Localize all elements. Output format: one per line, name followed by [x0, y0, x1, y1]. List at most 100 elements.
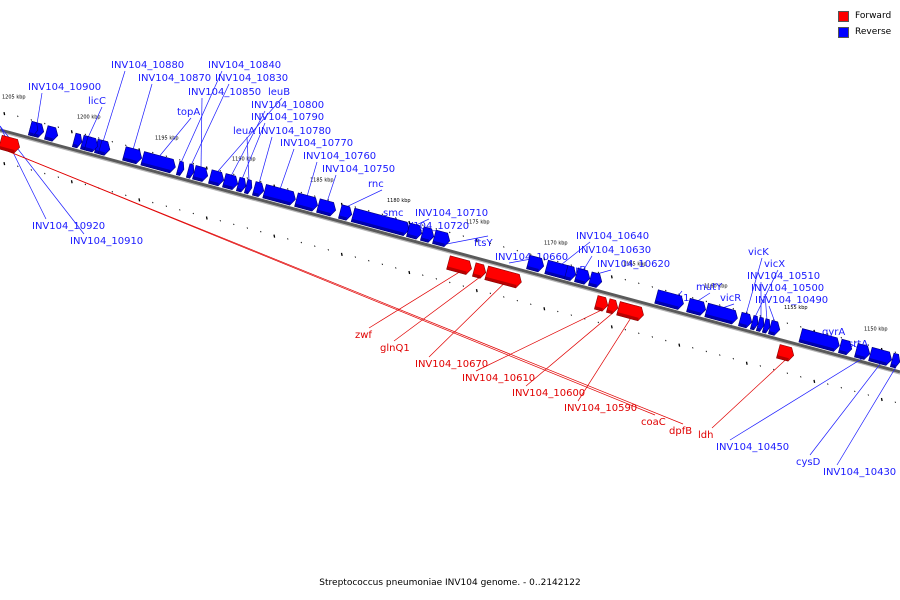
- gene-label-cysD: cysD: [796, 457, 821, 468]
- gene-label-INV104_10600: INV104_10600: [512, 388, 585, 399]
- scale-tick: [30, 119, 33, 121]
- scale-tick: [260, 180, 262, 183]
- scale-tick: [354, 256, 357, 258]
- scale-tick: [503, 296, 505, 298]
- caption: Streptococcus pneumoniae INV104 genome. …: [319, 578, 581, 588]
- gene-label-vicK: vicK: [748, 247, 769, 258]
- gene-leuB: [208, 169, 225, 187]
- gene-INV104_10610: [594, 295, 609, 312]
- kbp-label: 1160 kbp: [704, 283, 728, 289]
- scale-tick: [84, 183, 87, 186]
- gene-label-INV104_10670: INV104_10670: [415, 359, 488, 370]
- gene-label-INV104_10770: INV104_10770: [280, 138, 353, 149]
- scale-tick: [395, 267, 397, 269]
- leader-INV104_10670: [428, 283, 505, 358]
- gene-label-vicR: vicR: [720, 293, 741, 304]
- scale-tick: [98, 137, 100, 139]
- scale-tick: [530, 253, 532, 256]
- kbp-label: 1185 kbp: [310, 177, 334, 183]
- gene-label-INV104_10720: INV104_10720: [396, 221, 469, 232]
- scale-tick: [354, 206, 357, 208]
- gene-INV104_10800: [222, 173, 239, 190]
- gene-cysD: [868, 346, 892, 366]
- scale-tick: [894, 401, 897, 404]
- leader-INV104_10490: [768, 305, 776, 323]
- scale-tick: [462, 235, 465, 237]
- scale-tick: [408, 270, 411, 275]
- scale-tick: [867, 394, 870, 396]
- leader-INV104_10780: [258, 136, 273, 184]
- gene-label-glnQ1: glnQ1: [380, 343, 410, 354]
- scale-tick: [773, 368, 775, 371]
- leader-vicX: [754, 269, 779, 318]
- gene-INV104_10870: [122, 146, 143, 165]
- gene-INV104_10720: [420, 226, 435, 243]
- scale-tick: [449, 231, 451, 234]
- forward-swatch: [838, 10, 849, 22]
- gene-label-INV104_10910: INV104_10910: [70, 236, 143, 247]
- scale-tick: [30, 169, 33, 171]
- gene-INV104_10590: [616, 301, 644, 322]
- leader-INV104_10750: [326, 174, 337, 203]
- scale-tick: [516, 299, 519, 302]
- leader-topA: [158, 117, 192, 157]
- gene-label-INV104_10800: INV104_10800: [251, 100, 324, 111]
- scale-tick: [70, 180, 73, 184]
- scale-tick: [840, 336, 843, 339]
- scale-tick: [125, 194, 127, 197]
- scale-tick: [205, 166, 208, 170]
- gene-INV104_10770: [262, 184, 296, 206]
- gene-vicX: [749, 315, 759, 331]
- scale-tick: [557, 310, 559, 313]
- scale-tick: [665, 339, 667, 342]
- gene-INV104_10430: [889, 352, 900, 369]
- kbp-label: 1175 kbp: [466, 219, 490, 225]
- kbp-label: 1165 kbp: [623, 262, 647, 268]
- scale-tick: [665, 289, 667, 292]
- scale-tick: [125, 144, 127, 147]
- gene-vicK: [738, 311, 753, 329]
- scale-tick: [246, 177, 249, 179]
- scale-tick: [759, 365, 762, 367]
- scale-tick: [786, 372, 789, 375]
- gene-label-INV104_10850: INV104_10850: [188, 87, 261, 98]
- gene-INV104_10670: [484, 265, 522, 289]
- scale-tick: [854, 340, 856, 343]
- scale-tick: [287, 188, 289, 190]
- leader-ftsY: [441, 235, 489, 246]
- kbp-label: 1170 kbp: [544, 240, 568, 246]
- scale-tick: [179, 159, 181, 161]
- scale-tick: [57, 126, 60, 128]
- scale-tick: [300, 191, 303, 194]
- leader-dpfB: [0, 147, 684, 425]
- scale-tick: [368, 209, 370, 212]
- gene-label-gyrA: gyrA: [822, 327, 845, 338]
- scale-tick: [246, 227, 249, 229]
- scale-tick: [449, 281, 451, 284]
- gene-label-ldh: ldh: [698, 430, 713, 441]
- scale-tick: [800, 326, 802, 328]
- scale-tick: [192, 162, 195, 165]
- gene-unlabeled-rev-2: [71, 132, 83, 149]
- scale-tick: [192, 212, 195, 215]
- gene-INV104_10750: [316, 198, 337, 217]
- gene-gyrA: [798, 328, 840, 352]
- gene-zwf: [446, 255, 472, 275]
- gene-ldh: [776, 344, 795, 362]
- gene-uvrB: [563, 265, 577, 281]
- gene-INV104_10510: [755, 316, 765, 332]
- scale-tick: [179, 209, 181, 211]
- scale-tick: [273, 234, 276, 238]
- scale-tick: [705, 300, 708, 303]
- gene-INV104_10830: [185, 163, 195, 179]
- scale-tick: [165, 155, 168, 158]
- gene-label-smc: smc: [383, 208, 403, 219]
- gene-label-mutY: mutY: [696, 282, 723, 293]
- scale-tick: [719, 354, 721, 356]
- kbp-label: 1205 kbp: [2, 95, 26, 101]
- leader-INV104_10430: [836, 366, 897, 466]
- gene-unlabeled-rev-0: [27, 120, 39, 137]
- scale-tick: [678, 343, 681, 347]
- leader-INV104_10710: [414, 218, 430, 226]
- scale-tick: [597, 271, 600, 274]
